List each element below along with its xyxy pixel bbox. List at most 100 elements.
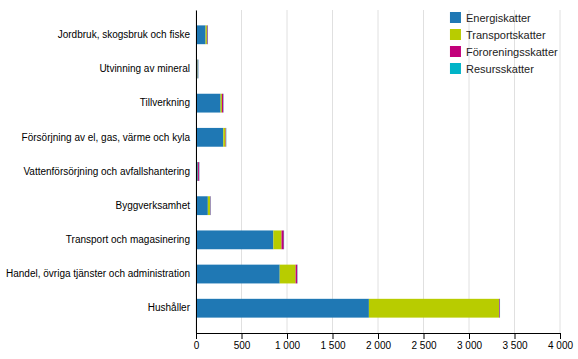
- bar: [208, 196, 210, 215]
- tick-mark: [242, 333, 243, 339]
- bar: [196, 128, 223, 147]
- legend-entry: Resursskatter: [450, 63, 534, 75]
- tick: Handel, övriga tjänster och administrati…: [6, 268, 196, 279]
- series: [198, 25, 499, 317]
- tick: 3 000: [457, 333, 482, 351]
- tick: 1 500: [320, 333, 345, 351]
- grid-line: [423, 10, 424, 333]
- grid-line: [332, 10, 333, 333]
- bar: [223, 94, 224, 113]
- tick-mark: [287, 333, 288, 339]
- tick-label: Jordbruk, skogsbruk och fiske: [58, 29, 191, 40]
- chart-container: 0 500 1 000 1 500 2 000 2 500 3 000 3 500 4 000 H…: [0, 0, 578, 359]
- tick-mark: [378, 333, 379, 339]
- tick-mark: [424, 333, 425, 339]
- grid-line: [514, 10, 515, 333]
- bar: [369, 299, 499, 318]
- bar: [197, 60, 198, 79]
- tick: Hushåller: [148, 302, 196, 313]
- tick-label: 500: [234, 340, 251, 351]
- axis-line: [196, 11, 197, 334]
- bar: [197, 60, 198, 79]
- bar: [207, 25, 208, 44]
- bar: [198, 162, 199, 181]
- tick-label: 3 000: [457, 340, 482, 351]
- bar: [499, 299, 500, 318]
- bar: [196, 196, 208, 215]
- bar: [280, 265, 296, 284]
- tick-label: 3 500: [502, 340, 527, 351]
- tick: 4 000: [548, 333, 573, 351]
- legend: EnergiskatterTransportskatterFörorenings…: [450, 12, 558, 75]
- tick-mark: [515, 333, 516, 339]
- x-axis: 0 500 1 000 1 500 2 000 2 500 3 000 3 500 4 000: [194, 333, 574, 351]
- tick-label: Utvinning av mineral: [99, 63, 190, 74]
- axis-line: [197, 334, 561, 340]
- series: [196, 25, 369, 317]
- tick: Byggverksamhet: [116, 200, 196, 211]
- tick-label: Vattenförsörjning och avfallshantering: [23, 166, 190, 177]
- legend-label: Energiskatter: [466, 12, 531, 24]
- series: [198, 25, 500, 317]
- bar: [282, 230, 284, 249]
- bar: [199, 162, 200, 181]
- tick: Transport och magasinering: [66, 234, 196, 245]
- tick-label: 1 500: [320, 340, 345, 351]
- bar: [196, 94, 221, 113]
- legend-entry: Transportskatter: [450, 29, 546, 41]
- plot: 0 500 1 000 1 500 2 000 2 500 3 000 3 500 4 000 H…: [6, 10, 573, 351]
- bar: [225, 128, 226, 147]
- tick-label: Försörjning av el, gas, värme och kyla: [22, 132, 191, 143]
- bar: [222, 94, 223, 113]
- legend-swatch: [450, 63, 461, 74]
- bar: [210, 196, 211, 215]
- bar: [226, 128, 227, 147]
- bar: [499, 299, 501, 318]
- tick: Försörjning av el, gas, värme och kyla: [22, 132, 196, 143]
- tick-label: 4 000: [548, 340, 573, 351]
- tick: 2 000: [366, 333, 391, 351]
- tick-mark: [469, 333, 470, 339]
- grid-line: [241, 10, 242, 333]
- bar: [297, 265, 298, 284]
- tick-label: 0: [194, 340, 200, 351]
- tick: 3 500: [502, 333, 527, 351]
- tick-label: 2 000: [366, 340, 391, 351]
- grid: [196, 10, 560, 333]
- bar: [196, 230, 273, 249]
- grid-line: [196, 10, 197, 333]
- tick: Utvinning av mineral: [99, 63, 196, 74]
- tick-label: Byggverksamhet: [116, 200, 191, 211]
- series: [198, 25, 500, 317]
- tick-label: 2 500: [411, 340, 436, 351]
- legend-label: Transportskatter: [466, 29, 546, 41]
- tick: 500: [234, 333, 251, 351]
- tick-label: Hushåller: [148, 302, 191, 313]
- y-axis: Hushåller Handel, övriga tjänster och adm…: [6, 11, 196, 334]
- bar: [206, 25, 207, 44]
- tick: 0: [194, 333, 200, 351]
- bar: [197, 162, 198, 181]
- bar: [283, 230, 284, 249]
- tick-label: Tillverkning: [140, 97, 190, 108]
- legend-swatch: [450, 12, 461, 23]
- tick-label: Transport och magasinering: [66, 234, 190, 245]
- tick-mark: [560, 333, 561, 339]
- bars: [196, 25, 500, 317]
- bar: [296, 265, 298, 284]
- legend-label: Resursskatter: [466, 63, 534, 75]
- bar: [273, 230, 281, 249]
- tick: 2 500: [411, 333, 436, 351]
- bar: [210, 196, 211, 215]
- bar: [198, 60, 199, 79]
- legend-swatch: [450, 29, 461, 40]
- legend-swatch: [450, 46, 461, 57]
- tick: Tillverkning: [140, 97, 196, 108]
- chart-svg: 0 500 1 000 1 500 2 000 2 500 3 000 3 500 4 000 H…: [0, 0, 578, 359]
- bar: [223, 128, 225, 147]
- tick-label: 1 000: [275, 340, 300, 351]
- tick: Vattenförsörjning och avfallshantering: [23, 166, 196, 177]
- bar: [221, 94, 222, 113]
- tick-mark: [196, 333, 197, 339]
- grid-line: [378, 10, 379, 333]
